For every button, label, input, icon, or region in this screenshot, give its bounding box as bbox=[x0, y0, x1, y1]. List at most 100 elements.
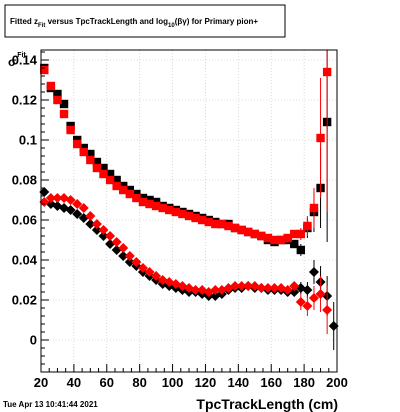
y-tick-label: 0.06 bbox=[12, 213, 37, 228]
timestamp: Tue Apr 13 10:41:44 2021 bbox=[3, 400, 98, 409]
data-point bbox=[118, 243, 129, 253]
data-point bbox=[105, 169, 115, 179]
data-point bbox=[269, 283, 280, 293]
data-point bbox=[86, 155, 95, 165]
chart-title: Fitted zFit versus TpcTrackLength and lo… bbox=[10, 17, 258, 29]
x-axis-title: TpcTrackLength (cm) bbox=[196, 396, 338, 412]
data-point bbox=[211, 219, 220, 229]
data-point bbox=[124, 257, 135, 267]
data-point bbox=[270, 235, 279, 245]
data-point bbox=[243, 281, 254, 291]
data-point bbox=[283, 233, 292, 243]
data-point bbox=[86, 149, 95, 159]
x-tick-label: 80 bbox=[132, 375, 146, 390]
y-tick-label: 0 bbox=[30, 333, 37, 348]
data-point bbox=[59, 99, 69, 109]
data-point bbox=[282, 285, 293, 295]
x-tick-label: 60 bbox=[100, 375, 114, 390]
x-tick-label: 140 bbox=[227, 375, 249, 390]
data-point bbox=[290, 239, 299, 249]
data-point bbox=[256, 283, 267, 293]
data-point bbox=[296, 229, 306, 239]
y-tick-label: 0.04 bbox=[12, 253, 38, 268]
data-point bbox=[98, 225, 109, 235]
data-point bbox=[91, 225, 102, 235]
chart-title-middle-sub: 10 bbox=[168, 23, 175, 29]
chart-title-prefix: Fitted z bbox=[10, 17, 38, 26]
data-point bbox=[308, 267, 319, 277]
data-point bbox=[263, 233, 273, 243]
series-square-red bbox=[40, 50, 332, 245]
data-point bbox=[99, 163, 108, 173]
data-point bbox=[322, 305, 333, 315]
data-point bbox=[72, 209, 83, 219]
data-point bbox=[178, 209, 187, 219]
data-point bbox=[65, 195, 76, 205]
data-point bbox=[302, 285, 313, 295]
series-diamond-red bbox=[39, 193, 333, 334]
data-point bbox=[224, 221, 233, 231]
data-point bbox=[125, 189, 134, 199]
data-point bbox=[144, 267, 155, 277]
data-marks bbox=[39, 50, 339, 350]
data-point bbox=[92, 163, 102, 173]
x-tick-label: 180 bbox=[293, 375, 315, 390]
chart-title-prefix-sub: Fit bbox=[38, 23, 45, 29]
data-point bbox=[112, 181, 121, 191]
data-point bbox=[78, 203, 89, 213]
data-point bbox=[322, 67, 332, 77]
x-tick-label: 120 bbox=[195, 375, 217, 390]
data-point bbox=[210, 285, 221, 295]
data-point bbox=[119, 185, 128, 195]
data-point bbox=[85, 211, 96, 221]
y-tick-label: 0.1 bbox=[19, 133, 37, 148]
data-point bbox=[85, 219, 96, 229]
y-tick-label: 0.12 bbox=[12, 93, 37, 108]
tick-labels: 20 40 60 80 100 120 140 160 180 200 0 0.02 0.04 0.06 0… bbox=[12, 53, 348, 391]
y-axis-title-sub: Fit bbox=[17, 52, 26, 59]
data-point bbox=[59, 109, 69, 119]
data-point bbox=[46, 81, 56, 91]
data-point bbox=[99, 169, 108, 179]
data-point bbox=[40, 65, 49, 75]
data-point bbox=[315, 289, 326, 299]
data-point bbox=[45, 193, 56, 203]
data-point bbox=[72, 139, 82, 149]
y-tick-label: 0.02 bbox=[12, 293, 37, 308]
data-point bbox=[39, 187, 50, 197]
y-axis-title: σFit bbox=[8, 52, 26, 69]
data-point bbox=[295, 297, 306, 307]
data-point bbox=[65, 205, 76, 215]
data-point bbox=[250, 229, 259, 239]
data-point bbox=[145, 199, 154, 209]
data-point bbox=[112, 175, 121, 185]
data-point bbox=[132, 193, 141, 203]
data-point bbox=[236, 281, 247, 291]
data-point bbox=[158, 203, 167, 213]
data-point bbox=[257, 231, 266, 241]
data-point bbox=[53, 95, 62, 105]
data-point bbox=[190, 285, 201, 295]
data-point bbox=[308, 293, 319, 303]
data-point bbox=[105, 231, 116, 241]
data-point bbox=[230, 281, 241, 291]
title-box bbox=[4, 4, 286, 38]
data-point bbox=[316, 133, 325, 143]
data-point bbox=[111, 237, 122, 247]
data-point bbox=[302, 301, 313, 311]
data-point bbox=[137, 263, 148, 273]
y-axis-title-main: σ bbox=[8, 55, 16, 69]
data-point bbox=[171, 207, 181, 217]
data-point bbox=[230, 223, 240, 233]
data-point bbox=[151, 201, 161, 211]
data-point bbox=[53, 89, 62, 99]
data-point bbox=[124, 251, 135, 261]
data-point bbox=[98, 231, 109, 241]
x-tick-label: 200 bbox=[326, 375, 348, 390]
data-point bbox=[91, 219, 102, 229]
data-point bbox=[118, 251, 129, 261]
axis-ticks bbox=[40, 51, 338, 373]
data-point bbox=[289, 281, 300, 291]
chart-title-middle: versus TpcTrackLength and log bbox=[45, 17, 168, 26]
data-point bbox=[151, 271, 162, 281]
